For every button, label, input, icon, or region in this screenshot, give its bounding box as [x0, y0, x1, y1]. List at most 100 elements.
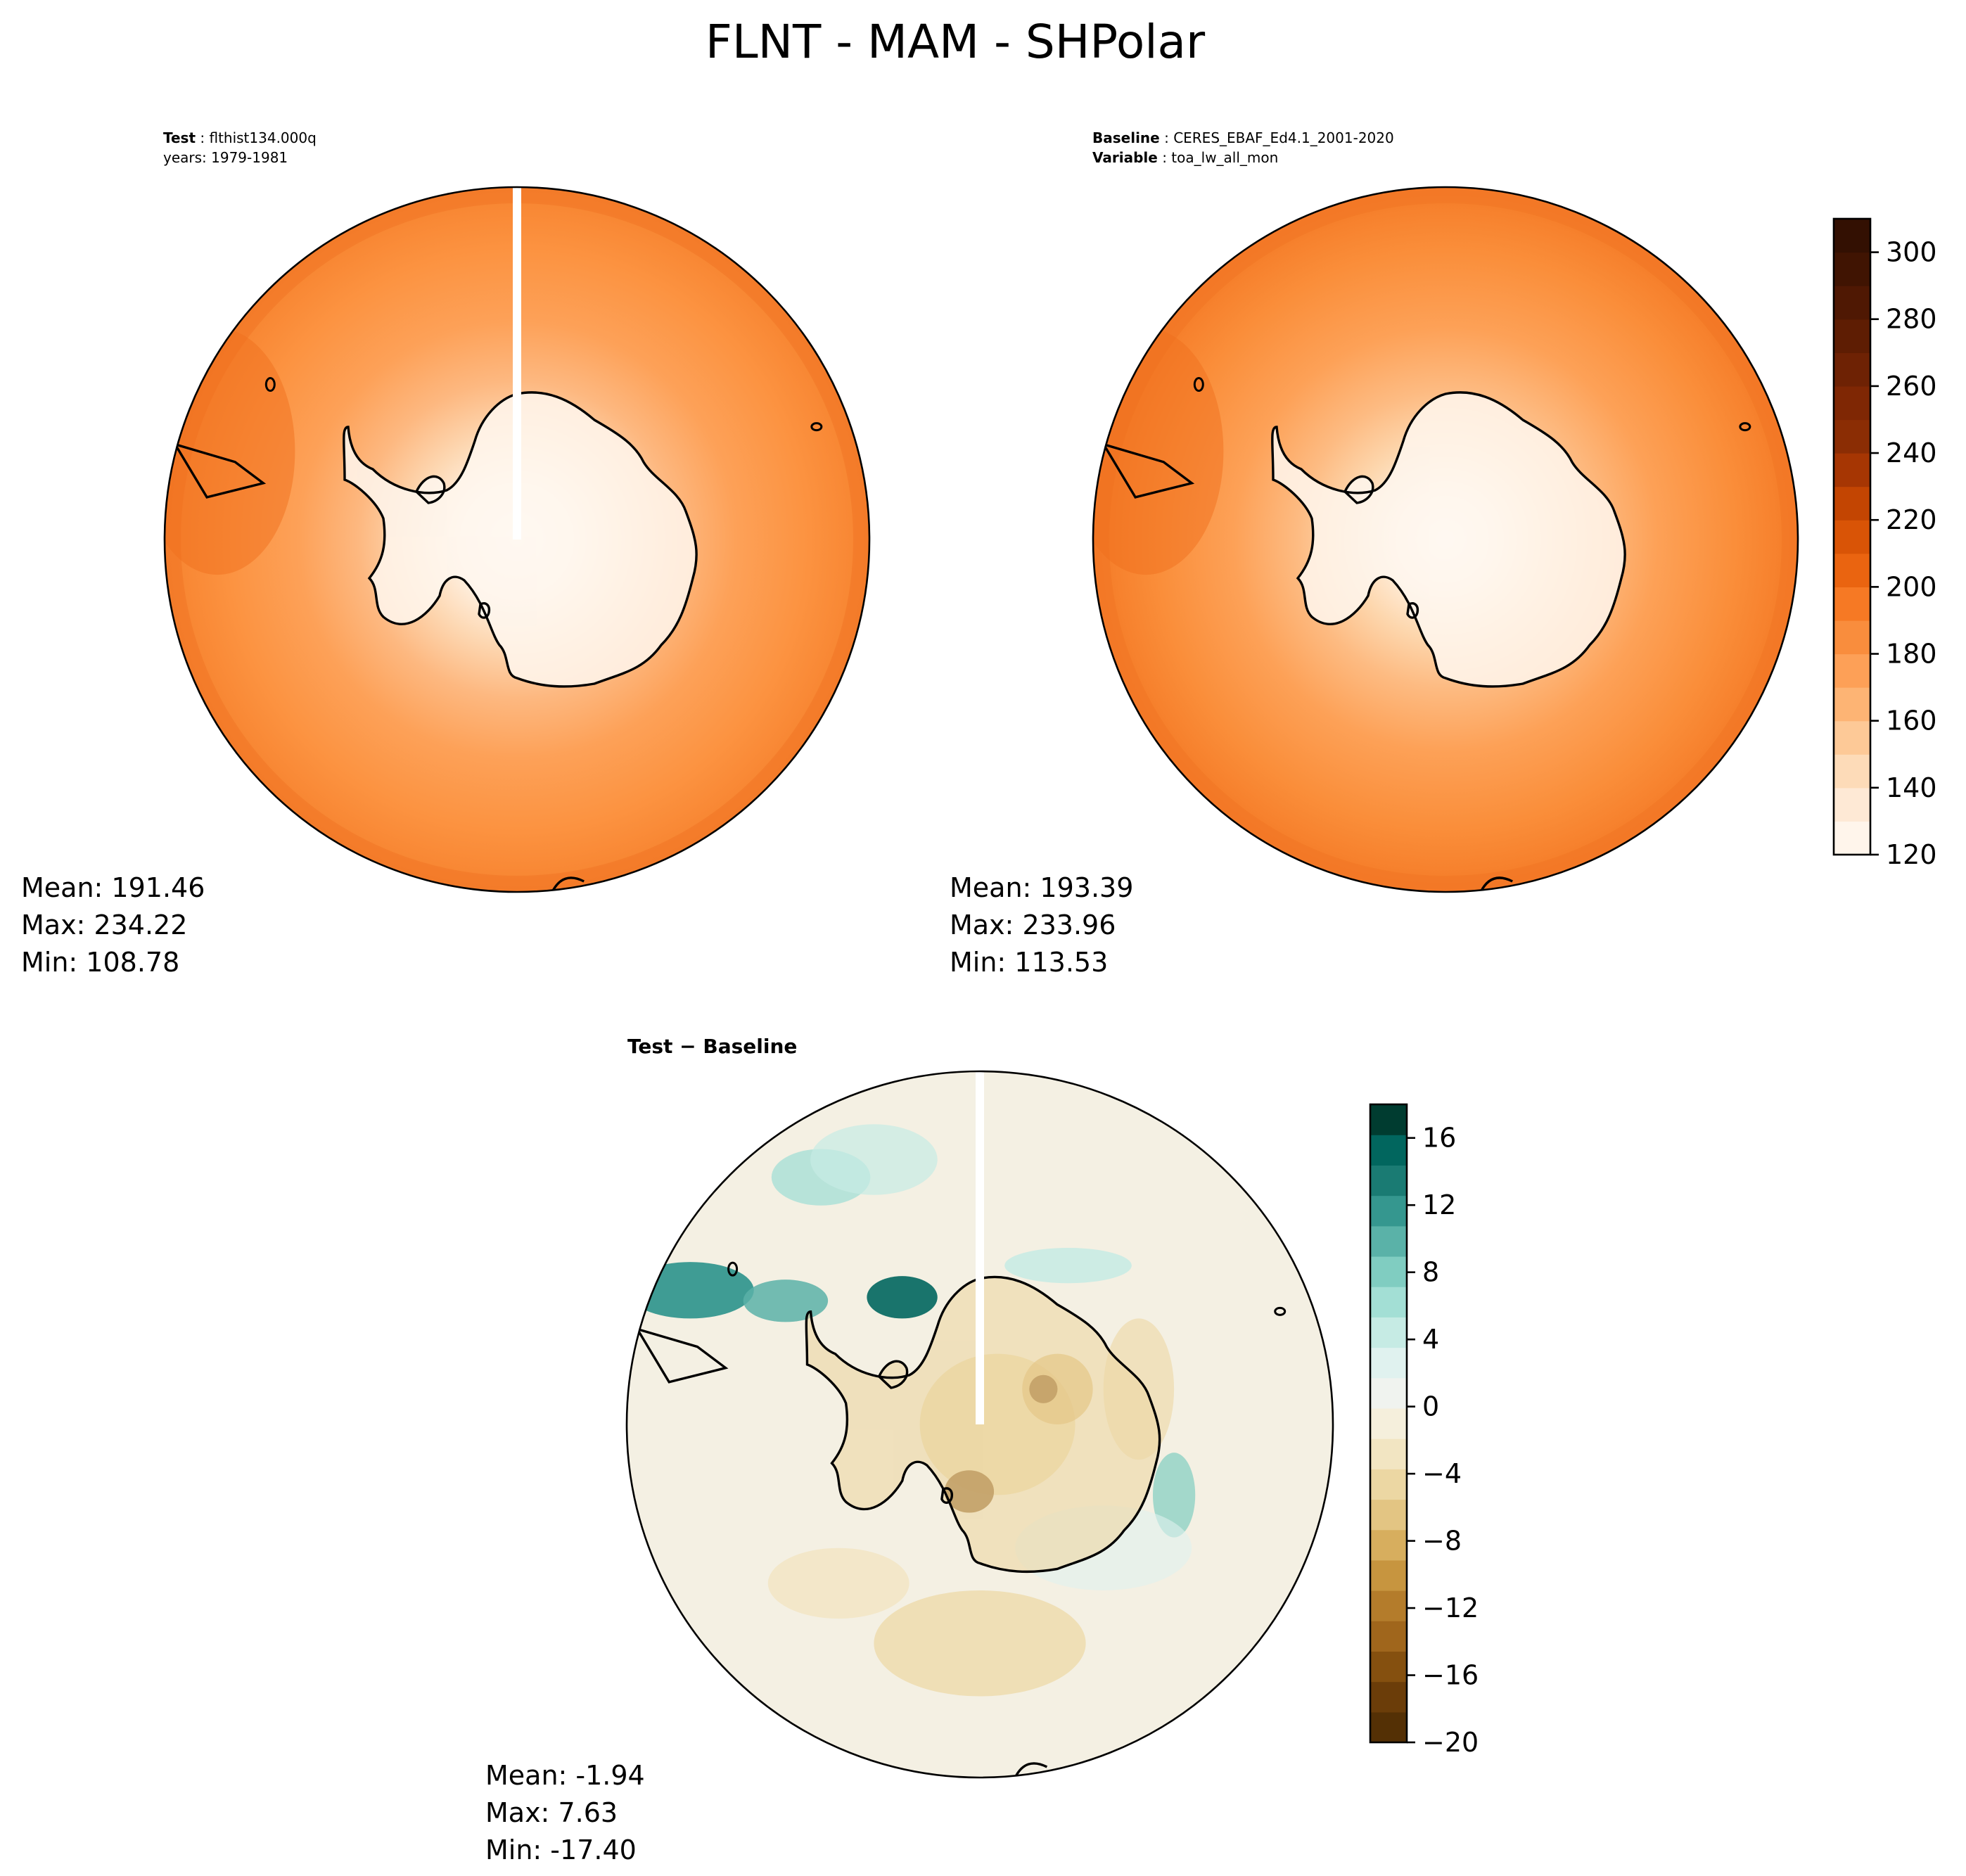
main-colorbar-band: [1834, 553, 1870, 587]
main-colorbar-band: [1834, 319, 1870, 353]
main-colorbar-tick-label: 180: [1886, 639, 1937, 670]
main-colorbar-band: [1834, 486, 1870, 521]
main-colorbar-band: [1834, 419, 1870, 454]
main-colorbar-tick-label: 220: [1886, 504, 1937, 535]
main-colorbar: 120 140 160 180 200 220 240 260 280 300: [1832, 217, 1937, 870]
diff-colorbar-tick-label: −8: [1422, 1526, 1462, 1557]
diff-colorbar-band: [1370, 1225, 1407, 1257]
diff-stats-min: Min: -17.40: [485, 1834, 637, 1865]
diff-colorbar-band: [1370, 1681, 1407, 1713]
main-colorbar-tick-label: 120: [1886, 839, 1937, 870]
diff-colorbar-band: [1370, 1317, 1407, 1348]
diff-map-teal-patch-2: [743, 1280, 829, 1322]
diff-colorbar-band: [1370, 1469, 1407, 1500]
diff-map-teal-patch-5: [1004, 1248, 1132, 1284]
diff-colorbar-tick-label: 8: [1422, 1257, 1439, 1288]
test-map: [163, 186, 871, 893]
baseline-map-island-falklands: [1193, 377, 1204, 393]
main-colorbar-tick-label: 260: [1886, 371, 1937, 402]
diff-map-tan-patch-4: [874, 1590, 1086, 1697]
diff-map-teal-patch-7: [1152, 1453, 1196, 1538]
test-map-island-kerguelen: [810, 422, 823, 432]
diff-colorbar-frame: [1369, 1103, 1408, 1744]
diff-map-field: [627, 1071, 1333, 1778]
diff-colorbar-band: [1370, 1165, 1407, 1197]
diff-map: [625, 1070, 1334, 1779]
main-colorbar-band: [1834, 520, 1870, 554]
diff-colorbar-band: [1370, 1256, 1407, 1287]
page-title: FLNT - MAM - SHPolar: [706, 15, 1206, 69]
main-colorbar-tick-label: 200: [1886, 571, 1937, 602]
main-colorbar-band: [1834, 821, 1870, 855]
diff-colorbar-band: [1370, 1529, 1407, 1561]
diff-stats-mean: Mean: -1.94: [485, 1760, 645, 1791]
diff-colorbar-band: [1370, 1347, 1407, 1379]
baseline-map-field: [1093, 187, 1798, 892]
main-colorbar-tick-label: 240: [1886, 438, 1937, 468]
test-header: Test : flthist134.000q: [163, 129, 317, 146]
baseline-map: [1092, 186, 1799, 893]
test-stats-mean: Mean: 191.46: [21, 872, 205, 903]
test-map-new-zealand: [551, 876, 585, 892]
diff-colorbar-tick-label: 12: [1422, 1189, 1456, 1220]
diff-colorbar-band: [1370, 1377, 1407, 1409]
variable-header: Variable : toa_lw_all_mon: [1092, 149, 1278, 166]
test-map-meridian-gap: [513, 187, 521, 540]
diff-colorbar: 16 12 8 4 0 −4 −8 −12 −16 −20: [1369, 1103, 1479, 1758]
test-years: years: 1979-1981: [163, 149, 288, 166]
baseline-map-island-kerguelen: [1739, 422, 1751, 432]
diff-colorbar-tick-label: −12: [1422, 1593, 1479, 1623]
main-colorbar-band: [1834, 286, 1870, 320]
main-colorbar-tick-label: 160: [1886, 706, 1937, 736]
diff-map-teal-patch-4: [867, 1276, 938, 1319]
diff-colorbar-band: [1370, 1408, 1407, 1439]
diff-colorbar-band: [1370, 1711, 1407, 1743]
diff-colorbar-tick-label: 4: [1422, 1324, 1439, 1355]
test-map-island-falklands: [264, 377, 276, 393]
diff-colorbar-tick-label: −20: [1422, 1727, 1479, 1758]
baseline-map-west-patch: [1093, 328, 1224, 575]
main-colorbar-band: [1834, 252, 1870, 286]
test-map-boundary: [163, 186, 871, 893]
diff-colorbar-band: [1370, 1195, 1407, 1227]
main-colorbar-band: [1834, 453, 1870, 487]
test-map-west-patch: [165, 328, 295, 575]
main-colorbar-band: [1834, 687, 1870, 722]
diff-map-meridian-gap: [976, 1071, 984, 1424]
test-map-south-america: [172, 442, 267, 499]
diff-stats-max: Max: 7.63: [485, 1797, 618, 1828]
diff-title: Test − Baseline: [627, 1035, 797, 1058]
main-colorbar-band: [1834, 620, 1870, 655]
baseline-header: Baseline : CERES_EBAF_Ed4.1_2001-2020: [1092, 129, 1394, 146]
diff-colorbar-tick-label: 0: [1422, 1391, 1439, 1422]
diff-colorbar-band: [1370, 1651, 1407, 1683]
diff-colorbar-band: [1370, 1438, 1407, 1469]
main-colorbar-band: [1834, 754, 1870, 789]
main-colorbar-band: [1834, 787, 1870, 822]
diff-map-new-zealand: [1014, 1762, 1048, 1778]
main-colorbar-band: [1834, 219, 1870, 253]
diff-map-teal-patch-6: [810, 1124, 938, 1195]
diff-map-tan-patch-5: [767, 1548, 909, 1619]
main-colorbar-frame: [1832, 217, 1872, 856]
diff-colorbar-band: [1370, 1590, 1407, 1621]
diff-map-south-america: [634, 1327, 729, 1384]
diff-colorbar-tick-label: 16: [1422, 1123, 1456, 1154]
diff-map-boundary: [625, 1070, 1334, 1779]
baseline-stats-mean: Mean: 193.39: [950, 872, 1133, 903]
diff-colorbar-band: [1370, 1621, 1407, 1652]
diff-colorbar-tick-label: −16: [1422, 1660, 1479, 1691]
diff-colorbar-band: [1370, 1559, 1407, 1591]
diff-colorbar-tick-label: −4: [1422, 1458, 1462, 1489]
diff-colorbar-band: [1370, 1287, 1407, 1317]
diff-colorbar-band: [1370, 1135, 1407, 1166]
main-colorbar-band: [1834, 385, 1870, 421]
baseline-map-boundary: [1092, 186, 1799, 893]
main-colorbar-tick-label: 140: [1886, 772, 1937, 803]
main-colorbar-band: [1834, 653, 1870, 688]
diff-colorbar-band: [1370, 1104, 1407, 1135]
baseline-map-new-zealand: [1479, 876, 1513, 892]
baseline-stats-max: Max: 233.96: [950, 910, 1116, 940]
baseline-stats-min: Min: 113.53: [950, 947, 1108, 978]
